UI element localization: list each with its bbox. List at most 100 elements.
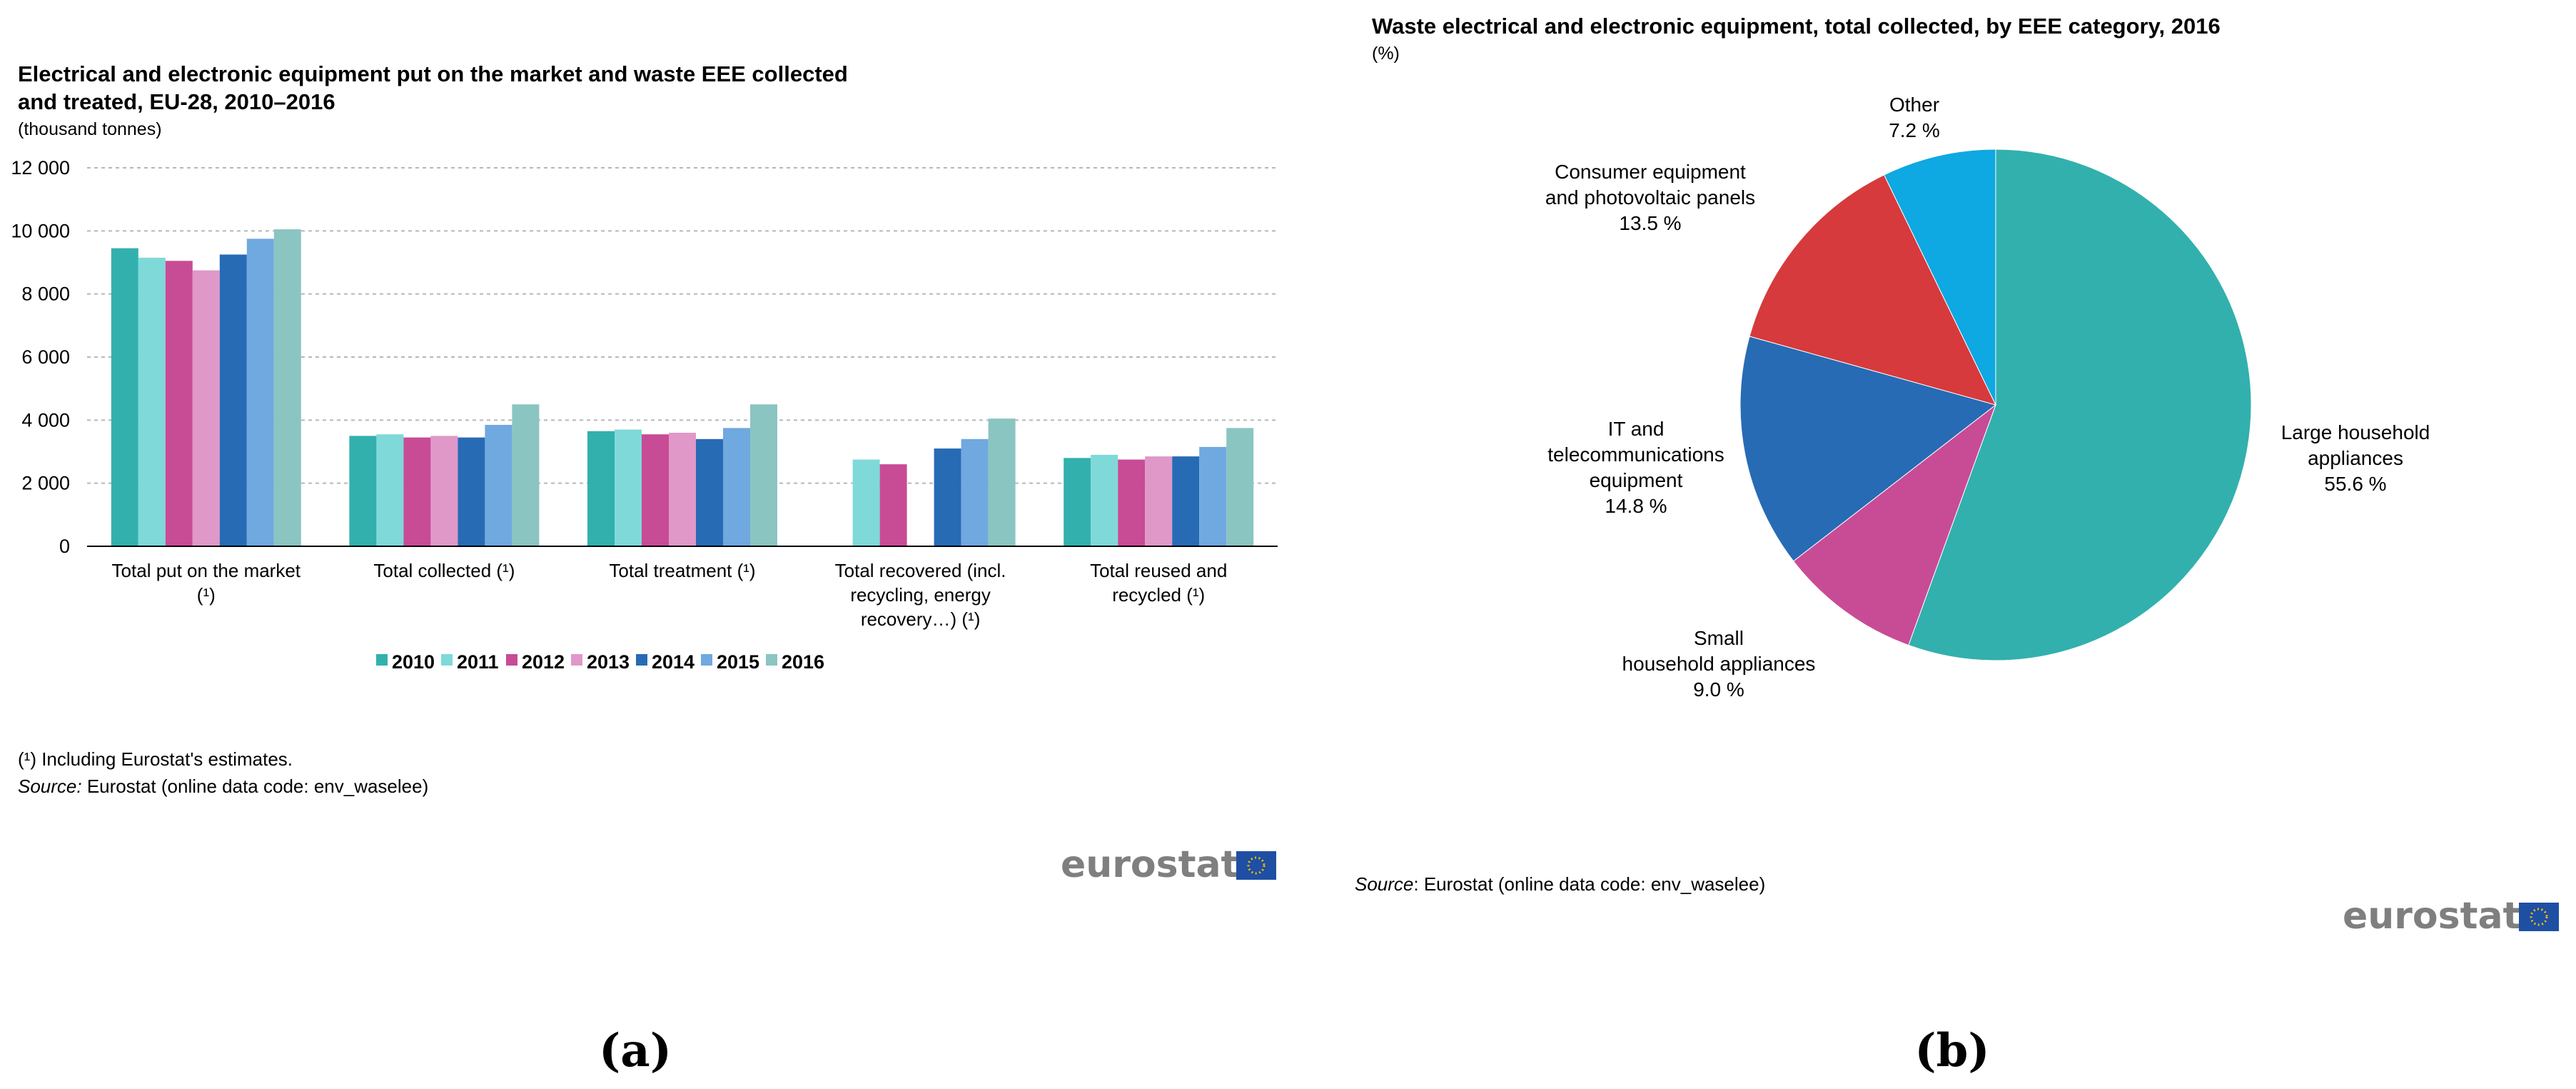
bar-chart-category-label-line: Total put on the market — [112, 560, 301, 581]
bar-chart-category-label: Total recovered (incl. recycling, energy r… — [835, 560, 1006, 630]
pie-slice-label-line: telecommunications — [1547, 443, 1724, 466]
bar-chart-legend-label: 2014 — [652, 651, 694, 673]
pie-slice-label-line: Small — [1694, 627, 1744, 649]
pie-slice-value-label: 9.0 % — [1693, 678, 1744, 701]
pie-chart-title: Waste electrical and electronic equipmen… — [1372, 14, 2221, 39]
bar-2014 — [696, 438, 723, 546]
pie-slice-label-line: Consumer equipment — [1555, 161, 1746, 183]
bar-2015 — [485, 424, 512, 546]
eu-flag-star-ring-icon — [1247, 856, 1266, 875]
bar-2012 — [879, 464, 907, 546]
bar-chart-source: Source: Eurostat (online data code: env_… — [18, 776, 428, 797]
bar-2016 — [273, 229, 301, 546]
bar-chart-y-tick-label: 10 000 — [11, 220, 70, 241]
pie-slice-label: Consumer equipment and photovoltaic panel… — [1545, 161, 1755, 234]
bar-2014 — [458, 437, 485, 546]
bar-chart-category-label: Total treatment (¹) — [609, 560, 755, 581]
pie-slice — [1908, 149, 2252, 661]
bar-chart-unit: (thousand tonnes) — [18, 119, 162, 139]
bar-chart-category-label: Total put on the market (¹) — [112, 560, 301, 606]
bar-2011 — [852, 459, 880, 546]
bar-2011 — [138, 257, 166, 546]
pie-slice-label-line: appliances — [2308, 447, 2403, 469]
bar-chart-legend-swatch — [441, 654, 453, 666]
bar-2016 — [512, 404, 540, 546]
bar-2011 — [615, 429, 642, 546]
bar-2015 — [1199, 446, 1227, 546]
bar-chart-footnote: (¹) Including Eurostat's estimates. — [18, 748, 293, 770]
pie-slice-label-line: Other — [1889, 94, 1939, 116]
bar-2012 — [1118, 459, 1146, 546]
bar-2013 — [430, 436, 458, 546]
pie-slice-label-line: IT and — [1608, 418, 1665, 440]
bar-chart-category-label-line: recycling, energy — [850, 584, 991, 606]
bar-chart-y-tick-label: 0 — [59, 536, 70, 557]
pie-slice-label-line: household appliances — [1622, 653, 1816, 675]
bar-chart-legend-label: 2012 — [522, 651, 565, 673]
bar-chart-bars — [111, 229, 1254, 546]
bar-chart-x-axis: Total put on the market (¹) Total collecte… — [112, 560, 1228, 630]
bar-chart-legend-swatch — [636, 654, 647, 666]
bar-2012 — [642, 434, 669, 546]
pie-slice-label-line: Large household — [2281, 421, 2430, 443]
bar-2010 — [1064, 458, 1091, 546]
bar-chart-y-axis: 0 2 000 4 000 6 000 8 000 10 000 12 000 — [11, 157, 70, 557]
pie-slice — [1883, 149, 1996, 406]
bar-chart-legend: 2010 2011 2012 2013 2014 2015 2016 — [376, 651, 824, 673]
bar-2013 — [669, 433, 696, 546]
pie-chart-source: Source: Eurostat (online data code: env_… — [1355, 873, 1765, 895]
bar-chart-legend-swatch — [701, 654, 712, 666]
pie-slice-value-label: 14.8 % — [1605, 495, 1667, 517]
pie-slice-label-line: and photovoltaic panels — [1545, 186, 1755, 209]
bar-2014 — [934, 448, 961, 546]
bar-2016 — [1226, 428, 1254, 546]
bar-chart-source-text: Eurostat (online data code: env_waselee) — [82, 776, 429, 797]
pie-chart-source-text: : Eurostat (online data code: env_wasele… — [1413, 873, 1765, 895]
bar-2013 — [1145, 456, 1173, 546]
bar-2015 — [723, 428, 750, 546]
bar-chart-y-tick-label: 12 000 — [11, 157, 70, 179]
bar-2011 — [376, 434, 404, 546]
bar-chart: Electrical and electronic equipment put … — [11, 61, 1278, 1078]
eu-flag-star-ring-icon — [2530, 908, 2548, 926]
bar-chart-category-label-line: Total treatment (¹) — [609, 560, 755, 581]
bar-chart-category-label-line: Total collected (¹) — [373, 560, 515, 581]
eu-flag-icon — [1236, 851, 1276, 880]
bar-2012 — [165, 261, 193, 546]
bar-chart-category-label-line: (¹) — [197, 584, 216, 606]
bar-2012 — [403, 437, 431, 546]
bar-chart-eurostat-logo: eurostat — [1061, 843, 1276, 886]
bar-chart-y-tick-label: 8 000 — [21, 283, 70, 305]
bar-2016 — [988, 418, 1016, 546]
bar-chart-legend-swatch — [506, 654, 517, 666]
bar-chart-category-label-line: Total reused and — [1090, 560, 1227, 581]
pie-chart-labels: Large household appliances 55.6 % Small hous… — [1545, 94, 2430, 701]
bar-chart-source-label: Source: — [18, 776, 82, 797]
bar-2013 — [192, 270, 220, 546]
pie-chart-eurostat-wordmark: eurostat — [2343, 895, 2520, 938]
pie-slice-label-line: equipment — [1590, 469, 1683, 491]
bar-chart-legend-label: 2013 — [587, 651, 630, 673]
pie-chart-unit: (%) — [1372, 44, 1400, 64]
bar-chart-legend-swatch — [571, 654, 582, 666]
bar-chart-legend-label: 2015 — [717, 651, 759, 673]
bar-2010 — [349, 436, 377, 546]
bar-chart-title-line-2: and treated, EU-28, 2010–2016 — [18, 89, 335, 114]
pie-slice-label: Large household appliances 55.6 % — [2281, 421, 2430, 495]
bar-chart-category-label-line: recovery…) (¹) — [861, 608, 981, 630]
pie-slice-value-label: 13.5 % — [1619, 212, 1681, 234]
pie-slice-label: Other 7.2 % — [1889, 94, 1940, 141]
pie-slice — [1792, 403, 1997, 646]
bar-2011 — [1091, 454, 1118, 546]
eu-flag-icon — [2519, 903, 2559, 931]
bar-2015 — [961, 438, 989, 546]
pie-slice — [1749, 174, 1996, 406]
bar-chart-category-label-line: Total recovered (incl. — [835, 560, 1006, 581]
bar-chart-category-label: Total collected (¹) — [373, 560, 515, 581]
bar-2010 — [111, 248, 138, 546]
pie-chart: Waste electrical and electronic equipmen… — [1355, 14, 2559, 1078]
pie-slice — [1739, 336, 1997, 562]
bar-chart-category-label: Total reused and recycled (¹) — [1090, 560, 1227, 606]
pie-slice-label: IT and telecommunications equipment 14.8 % — [1547, 418, 1724, 517]
